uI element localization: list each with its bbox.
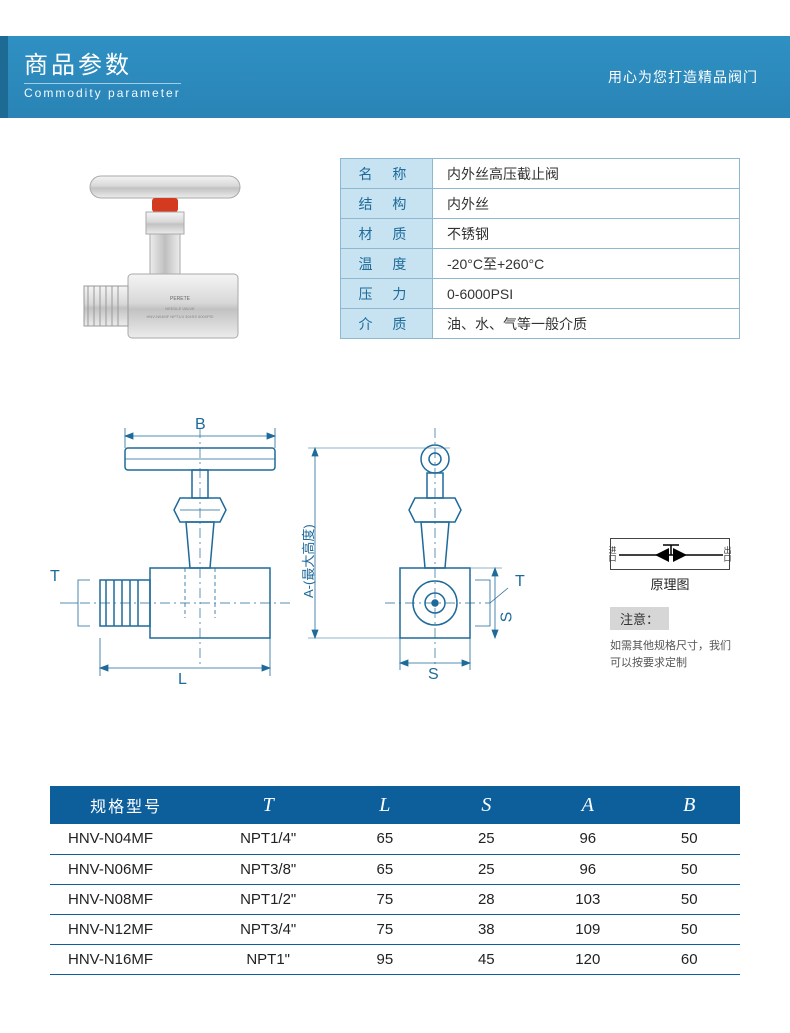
dim-cell: 109 [537, 914, 638, 944]
header-title-cn: 商品参数 [24, 52, 181, 81]
header-tagline: 用心为您打造精品阀门 [608, 67, 758, 87]
schematic-inlet: 进口 [607, 546, 618, 562]
notice-text: 如需其他规格尺寸，我们可以按要求定制 [610, 638, 740, 671]
spec-label: 温 度 [341, 249, 433, 279]
dim-cell: 103 [537, 884, 638, 914]
dim-label-t: T [50, 568, 60, 586]
spec-row: 压 力0-6000PSI [341, 279, 740, 309]
dim-row: HNV-N08MFNPT1/2"752810350 [50, 884, 740, 914]
svg-text:PERETE: PERETE [170, 296, 191, 302]
notice-label: 注意： [610, 607, 669, 630]
dim-cell: 75 [334, 914, 435, 944]
dim-header: S [436, 786, 537, 824]
dim-cell: NPT3/8" [202, 854, 334, 884]
dim-cell: 50 [639, 854, 740, 884]
dim-cell: HNV-N04MF [50, 824, 202, 854]
spec-row: 结 构内外丝 [341, 189, 740, 219]
dimension-table: 规格型号TLSAB HNV-N04MFNPT1/4"65259650HNV-N0… [50, 786, 740, 975]
dim-cell: 25 [436, 854, 537, 884]
header-title-en: Commodity parameter [24, 83, 181, 100]
spec-value: -20°C至+260°C [433, 249, 740, 279]
dim-header: A [537, 786, 638, 824]
dim-cell: NPT1/2" [202, 884, 334, 914]
dim-cell: NPT3/4" [202, 914, 334, 944]
dim-cell: 95 [334, 944, 435, 974]
spec-table: 名 称内外丝高压截止阀结 构内外丝材 质不锈钢温 度-20°C至+260°C压 … [340, 158, 740, 339]
dim-cell: 75 [334, 884, 435, 914]
dim-cell: 60 [639, 944, 740, 974]
dim-cell: 65 [334, 824, 435, 854]
dim-cell: 50 [639, 914, 740, 944]
dim-cell: 38 [436, 914, 537, 944]
spec-label: 材 质 [341, 219, 433, 249]
schematic-symbol: 进口 出口 [610, 538, 730, 570]
dim-header: 规格型号 [50, 786, 202, 824]
dim-cell: 120 [537, 944, 638, 974]
dim-cell: HNV-N16MF [50, 944, 202, 974]
dim-label-l: L [178, 671, 187, 689]
dim-header: B [639, 786, 740, 824]
dim-label-a: A-(最大高度) [298, 524, 317, 598]
dim-cell: 28 [436, 884, 537, 914]
dim-cell: 65 [334, 854, 435, 884]
dim-cell: 50 [639, 884, 740, 914]
dim-row: HNV-N16MFNPT1"954512060 [50, 944, 740, 974]
spec-row: 介 质油、水、气等一般介质 [341, 309, 740, 339]
spec-value: 内外丝 [433, 189, 740, 219]
dim-cell: 45 [436, 944, 537, 974]
header-bar: 商品参数 Commodity parameter 用心为您打造精品阀门 [0, 36, 790, 118]
dim-cell: 50 [639, 824, 740, 854]
spec-label: 名 称 [341, 159, 433, 189]
side-panel: 进口 出口 原理图 注意： 如需其他规格尺寸，我们可以按要求定制 [610, 538, 760, 671]
dim-cell: HNV-N08MF [50, 884, 202, 914]
product-image: PERETE NEEDLE VALVE HNV-N04MF NPT1/4 304… [50, 158, 280, 398]
top-section: PERETE NEEDLE VALVE HNV-N04MF NPT1/4 304… [0, 118, 790, 418]
dim-row: HNV-N06MFNPT3/8"65259650 [50, 854, 740, 884]
spec-row: 名 称内外丝高压截止阀 [341, 159, 740, 189]
spec-value: 内外丝高压截止阀 [433, 159, 740, 189]
spec-value: 油、水、气等一般介质 [433, 309, 740, 339]
dim-label-b: B [195, 416, 206, 434]
dim-cell: NPT1" [202, 944, 334, 974]
spec-label: 介 质 [341, 309, 433, 339]
dim-row: HNV-N04MFNPT1/4"65259650 [50, 824, 740, 854]
dim-header: T [202, 786, 334, 824]
dim-cell: 96 [537, 854, 638, 884]
schematic-caption: 原理图 [610, 574, 730, 593]
dim-cell: 25 [436, 824, 537, 854]
dim-cell: 96 [537, 824, 638, 854]
schematic-outlet: 出口 [722, 546, 733, 562]
dim-cell: NPT1/4" [202, 824, 334, 854]
dim-label-s-h: S [428, 666, 439, 684]
svg-text:HNV-N04MF NPT1/4 304SS 6000PSI: HNV-N04MF NPT1/4 304SS 6000PSI [147, 314, 214, 319]
spec-row: 温 度-20°C至+260°C [341, 249, 740, 279]
header-title-group: 商品参数 Commodity parameter [24, 52, 181, 102]
spec-label: 结 构 [341, 189, 433, 219]
dim-cell: HNV-N12MF [50, 914, 202, 944]
spec-value: 不锈钢 [433, 219, 740, 249]
dim-header: L [334, 786, 435, 824]
spec-value: 0-6000PSI [433, 279, 740, 309]
svg-text:NEEDLE VALVE: NEEDLE VALVE [165, 306, 195, 311]
dim-cell: HNV-N06MF [50, 854, 202, 884]
spec-row: 材 质不锈钢 [341, 219, 740, 249]
dim-row: HNV-N12MFNPT3/4"753810950 [50, 914, 740, 944]
spec-label: 压 力 [341, 279, 433, 309]
dim-label-s-v: S [498, 612, 516, 623]
dim-label-t2: T [515, 573, 525, 591]
diagram-area: B T L A-(最大高度) T S S 进口 出口 原理图 注意： 如需其他规… [30, 418, 760, 768]
